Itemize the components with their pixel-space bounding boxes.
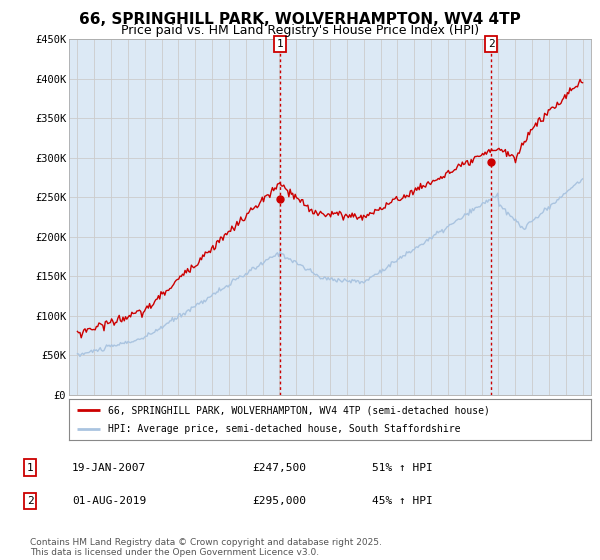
Text: £247,500: £247,500 bbox=[252, 463, 306, 473]
Text: 2: 2 bbox=[26, 496, 34, 506]
Text: HPI: Average price, semi-detached house, South Staffordshire: HPI: Average price, semi-detached house,… bbox=[108, 424, 461, 433]
Text: 66, SPRINGHILL PARK, WOLVERHAMPTON, WV4 4TP: 66, SPRINGHILL PARK, WOLVERHAMPTON, WV4 … bbox=[79, 12, 521, 27]
Text: £295,000: £295,000 bbox=[252, 496, 306, 506]
Text: 2: 2 bbox=[488, 39, 494, 49]
Text: 19-JAN-2007: 19-JAN-2007 bbox=[72, 463, 146, 473]
Text: 51% ↑ HPI: 51% ↑ HPI bbox=[372, 463, 433, 473]
Text: 45% ↑ HPI: 45% ↑ HPI bbox=[372, 496, 433, 506]
Text: 66, SPRINGHILL PARK, WOLVERHAMPTON, WV4 4TP (semi-detached house): 66, SPRINGHILL PARK, WOLVERHAMPTON, WV4 … bbox=[108, 405, 490, 415]
Text: 1: 1 bbox=[277, 39, 284, 49]
Text: 1: 1 bbox=[26, 463, 34, 473]
Text: Contains HM Land Registry data © Crown copyright and database right 2025.
This d: Contains HM Land Registry data © Crown c… bbox=[30, 538, 382, 557]
Text: 01-AUG-2019: 01-AUG-2019 bbox=[72, 496, 146, 506]
Text: Price paid vs. HM Land Registry's House Price Index (HPI): Price paid vs. HM Land Registry's House … bbox=[121, 24, 479, 36]
